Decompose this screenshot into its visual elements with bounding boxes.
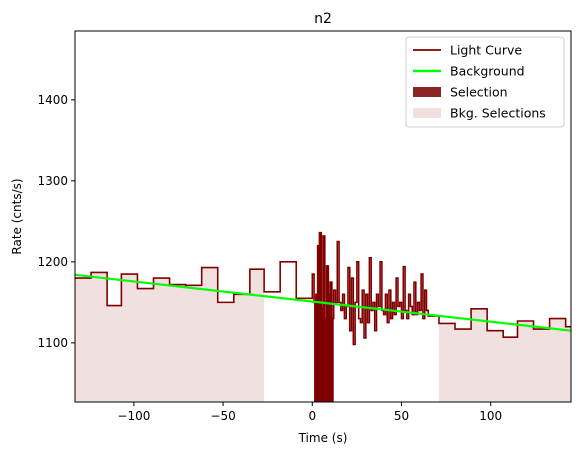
legend-box	[405, 36, 565, 128]
x-axis-label: Time (s)	[298, 431, 348, 445]
y-axis-label: Rate (cnts/s)	[10, 178, 24, 254]
bkg-selections-layer	[75, 267, 571, 402]
x-tick-label: −100	[117, 409, 150, 423]
x-tick-label: 100	[479, 409, 502, 423]
x-tick-label: −50	[210, 409, 235, 423]
light-curve-line	[75, 231, 571, 346]
legend-label-4: Bkg. Selections	[450, 106, 546, 121]
selection-region	[314, 232, 334, 402]
legend-label-3: Selection	[450, 85, 508, 100]
legend-swatch-4	[413, 108, 441, 118]
bkg-selection-region-2	[438, 308, 571, 402]
legend: Light Curve Background Selection Bkg. Selec…	[405, 36, 565, 128]
legend-label-1: Light Curve	[450, 43, 522, 58]
x-tick-label: 50	[394, 409, 409, 423]
chart-title: n2	[314, 11, 332, 27]
selection-layer	[314, 232, 334, 402]
background-line	[74, 273, 572, 332]
y-tick-label: 1100	[37, 336, 68, 350]
x-tick-label: 0	[308, 409, 316, 423]
y-tick-label: 1300	[37, 174, 68, 188]
x-axis-ticks: −100 −50 0 50 100	[117, 402, 502, 423]
y-axis-ticks: 1100 1200 1300 1400	[37, 93, 75, 350]
bkg-selection-region-1	[75, 267, 265, 402]
background-layer	[74, 273, 572, 332]
y-tick-label: 1400	[37, 93, 68, 107]
legend-swatch-3	[413, 87, 441, 97]
light-curve-layer	[75, 231, 571, 346]
y-tick-label: 1200	[37, 255, 68, 269]
legend-label-2: Background	[450, 64, 525, 79]
plot-frame	[74, 30, 572, 403]
